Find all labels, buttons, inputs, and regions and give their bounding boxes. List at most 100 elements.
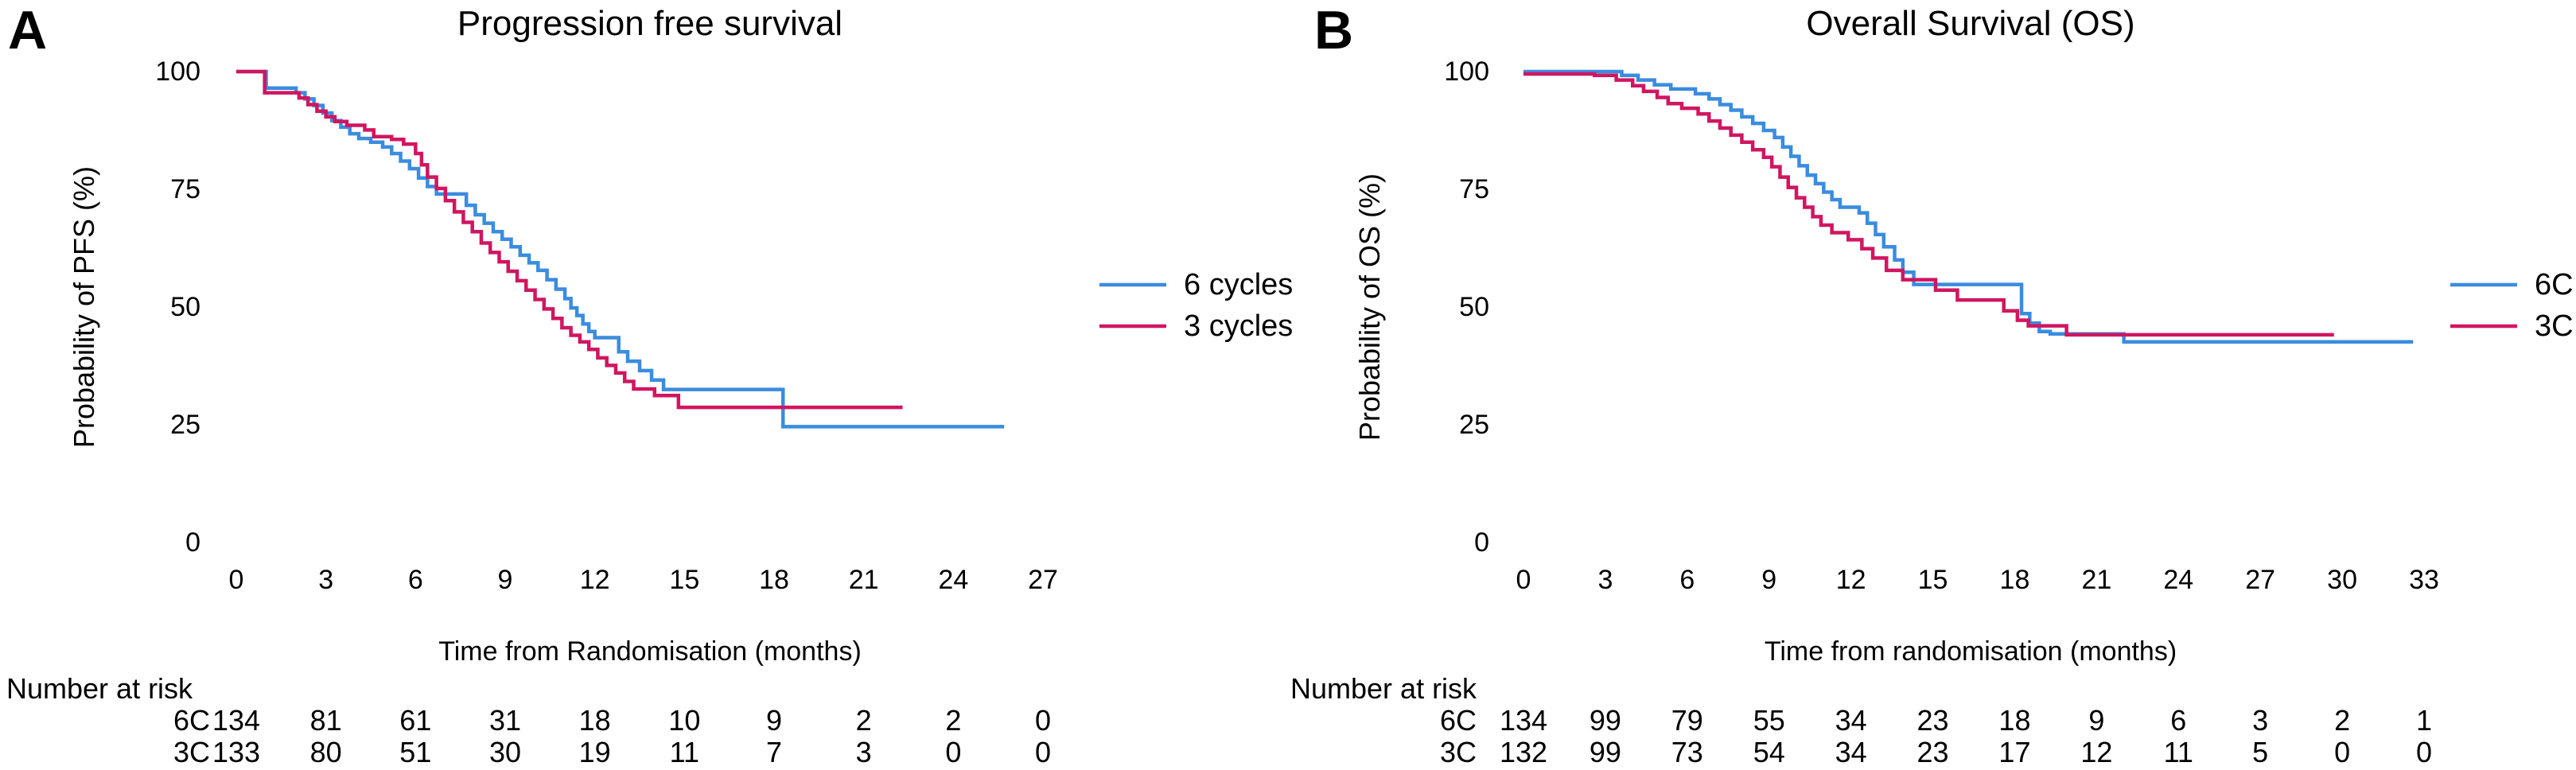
panel-b-y-tick-label: 50	[1459, 292, 1489, 322]
panel-a-x-tick-label: 27	[1028, 565, 1058, 595]
panel-b-risk-row-label-6c: 6C	[1439, 704, 1477, 737]
panel-b-y-axis-title: Probability of OS (%)	[1353, 173, 1386, 441]
panel-b-y-tick-label: 0	[1474, 527, 1489, 558]
panel-a-y-tick-label: 25	[170, 410, 200, 440]
panel-a-legend-label-3-cycles: 3 cycles	[1184, 309, 1294, 343]
panel-b-number-at-risk-title: Number at risk	[1290, 672, 1477, 705]
panel-b-risk-value-3c: 17	[1998, 736, 2031, 768]
panel-b-risk-value-3c: 132	[1499, 736, 1548, 768]
panel-a-risk-value-6c: 61	[399, 704, 432, 737]
panel-a-risk-value-6c: 18	[578, 704, 611, 737]
panel-a-y-tick-label: 50	[170, 292, 200, 322]
panel-a-risk-value-3c: 51	[399, 736, 432, 768]
panel-a-legend-label-6-cycles: 6 cycles	[1184, 267, 1294, 301]
panel-b-risk-value-6c: 1	[2415, 704, 2433, 737]
panel-b-km-curve-3-cycles	[1523, 72, 2334, 337]
panel-a-risk-value-3c: 133	[212, 736, 261, 768]
panel-b-risk-row-label-3c: 3C	[1439, 736, 1477, 768]
panel-b-y-tick-label: 75	[1459, 174, 1489, 204]
panel-a-risk-value-6c: 10	[668, 704, 701, 737]
panel-b-risk-value-3c: 99	[1589, 736, 1621, 768]
panel-b-risk-value-6c: 2	[2334, 704, 2351, 737]
panel-b-y-tick-label: 25	[1459, 410, 1489, 440]
panel-b-risk-value-6c: 34	[1835, 704, 1867, 737]
panel-b-risk-value-6c: 18	[1998, 704, 2031, 737]
panel-b-x-tick-label: 18	[1999, 565, 2030, 595]
panel-b-x-tick-label: 0	[1516, 565, 1531, 595]
panel-b-x-tick-label: 33	[2409, 565, 2439, 595]
panel-b-risk-value-3c: 11	[2163, 736, 2193, 768]
panel-b-legend-label-6c: 6C	[2535, 267, 2574, 301]
panel-b-x-tick-label: 6	[1679, 565, 1695, 595]
panel-a-title: Progression free survival	[457, 4, 843, 43]
panel-a-risk-value-6c: 81	[309, 704, 342, 737]
panel-a-risk-row-label-3c: 3C	[173, 736, 210, 768]
panel-b-x-tick-label: 9	[1761, 565, 1777, 595]
panel-a-km-curve-6-cycles	[236, 69, 1005, 429]
panel-b-risk-value-6c: 134	[1499, 704, 1548, 737]
panel-b-risk-value-6c: 23	[1916, 704, 1949, 737]
panel-a-risk-value-6c: 0	[1034, 704, 1052, 737]
panel-b-x-tick-label: 27	[2245, 565, 2276, 595]
panel-a-risk-value-3c: 0	[945, 736, 962, 768]
panel-b-risk-value-3c: 54	[1753, 736, 1785, 768]
panel-a-risk-value-6c: 2	[855, 704, 872, 737]
panel-a-x-tick-label: 18	[759, 565, 789, 595]
panel-a-risk-value-3c: 80	[309, 736, 342, 768]
panel-a-risk-value-3c: 3	[855, 736, 872, 768]
panel-b-x-tick-label: 21	[2081, 565, 2112, 595]
panel-b-x-tick-label: 30	[2327, 565, 2357, 595]
panel-a-y-tick-label: 75	[170, 174, 200, 204]
panel-b-risk-value-6c: 6	[2170, 704, 2187, 737]
panel-a-x-tick-label: 0	[228, 565, 244, 595]
panel-b-risk-value-3c: 23	[1916, 736, 1949, 768]
panel-a-x-tick-label: 3	[318, 565, 334, 595]
panel-b-x-tick-label: 24	[2163, 565, 2194, 595]
panel-b-risk-value-3c: 0	[2334, 736, 2351, 768]
panel-b-title: Overall Survival (OS)	[1806, 4, 2135, 43]
panel-a-x-tick-label: 24	[938, 565, 969, 595]
panel-b-risk-value-3c: 12	[2080, 736, 2113, 768]
panel-a-risk-value-6c: 2	[945, 704, 962, 737]
panel-a-risk-value-6c: 9	[765, 704, 783, 737]
panel-a-risk-value-3c: 11	[669, 736, 700, 768]
panel-b-x-tick-label: 15	[1917, 565, 1948, 595]
panel-a-y-tick-label: 100	[155, 56, 200, 87]
panel-b-risk-value-6c: 3	[2252, 704, 2269, 737]
panel-b-y-tick-label: 100	[1444, 56, 1489, 87]
panel-a-number-at-risk-title: Number at risk	[6, 672, 193, 705]
panel-b-risk-value-3c: 73	[1671, 736, 1703, 768]
panel-b-km-curve-6-cycles	[1523, 69, 2414, 344]
panel-b-risk-value-6c: 99	[1589, 704, 1621, 737]
panel-a-risk-value-3c: 30	[488, 736, 522, 768]
panel-b-legend-label-3c: 3C	[2535, 309, 2574, 343]
panel-a-x-tick-label: 9	[497, 565, 513, 595]
panel-a-risk-value-3c: 7	[765, 736, 783, 768]
panel-b-x-tick-label: 3	[1597, 565, 1613, 595]
panel-a-x-tick-label: 21	[848, 565, 879, 595]
panel-b-x-tick-label: 12	[1835, 565, 1866, 595]
panel-a-x-tick-label: 6	[407, 565, 423, 595]
panel-a-x-axis-title: Time from Randomisation (months)	[438, 636, 862, 667]
panel-a-risk-value-6c: 31	[488, 704, 522, 737]
panel-a-x-tick-label: 12	[579, 565, 610, 595]
panel-a-km-curve-3-cycles	[236, 69, 903, 410]
panel-b-corner-label: B	[1314, 0, 1354, 60]
panel-b-risk-value-6c: 9	[2088, 704, 2105, 737]
panel-b-risk-value-3c: 0	[2415, 736, 2433, 768]
panel-b-x-axis-title: Time from randomisation (months)	[1764, 636, 2177, 667]
panel-a-risk-value-3c: 19	[578, 736, 611, 768]
panel-a-y-axis-title: Probability of PFS (%)	[68, 165, 100, 449]
panel-a-corner-label: A	[8, 0, 48, 60]
panel-b-risk-value-6c: 79	[1671, 704, 1703, 737]
panel-a-risk-value-3c: 0	[1034, 736, 1052, 768]
panel-a-x-tick-label: 15	[669, 565, 700, 595]
panel-a-y-tick-label: 0	[185, 527, 200, 558]
panel-b-risk-value-3c: 34	[1835, 736, 1867, 768]
panel-b-risk-value-6c: 55	[1753, 704, 1785, 737]
panel-b-risk-value-3c: 5	[2252, 736, 2269, 768]
panel-a-risk-value-6c: 134	[212, 704, 261, 737]
panel-a-risk-row-label-6c: 6C	[173, 704, 210, 737]
